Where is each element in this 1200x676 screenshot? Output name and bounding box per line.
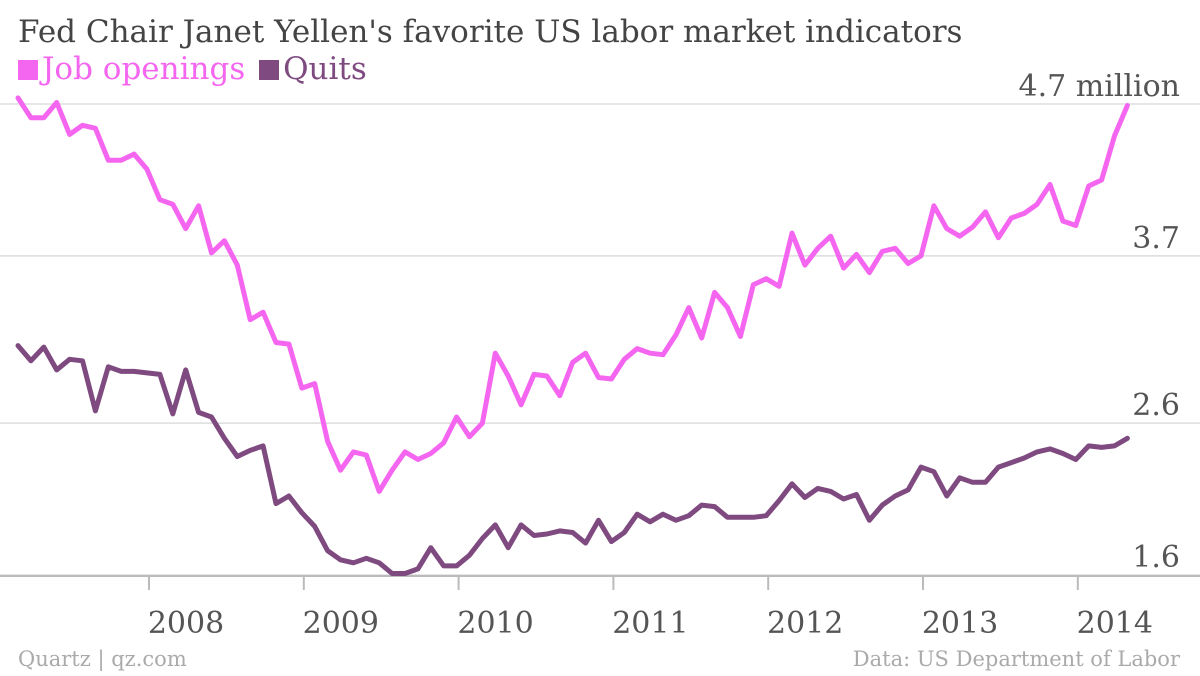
y-tick-label: 1.6 — [1132, 540, 1180, 575]
chart-title: Fed Chair Janet Yellen's favorite US lab… — [18, 14, 963, 50]
series-line-quits — [15, 343, 1130, 576]
legend-label-job-openings: Job openings — [42, 51, 246, 87]
legend-swatch-job-openings — [18, 60, 38, 80]
credit-text: Quartz | qz.com — [18, 647, 187, 671]
y-tick-label: 2.6 — [1132, 388, 1180, 423]
x-tick-label: 2010 — [457, 606, 533, 641]
x-tick-label: 2008 — [148, 606, 224, 641]
legend-label-quits: Quits — [283, 51, 367, 87]
legend-swatch-quits — [259, 60, 280, 80]
x-tick-label: 2014 — [1077, 606, 1153, 641]
y-tick-label: 4.7 million — [1019, 69, 1180, 104]
x-tick-label: 2012 — [767, 606, 843, 641]
x-tick-label: 2011 — [612, 606, 688, 641]
source-text: Data: US Department of Labor — [852, 647, 1180, 671]
legend-item-quits: Quits — [259, 50, 367, 88]
legend: Job openings Quits — [18, 50, 371, 88]
y-tick-label: 3.7 — [1132, 221, 1180, 256]
x-tick-label: 2009 — [303, 606, 379, 641]
legend-item-job-openings: Job openings — [18, 50, 245, 88]
x-tick-label: 2013 — [922, 606, 998, 641]
series-line-job-openings — [15, 95, 1130, 494]
